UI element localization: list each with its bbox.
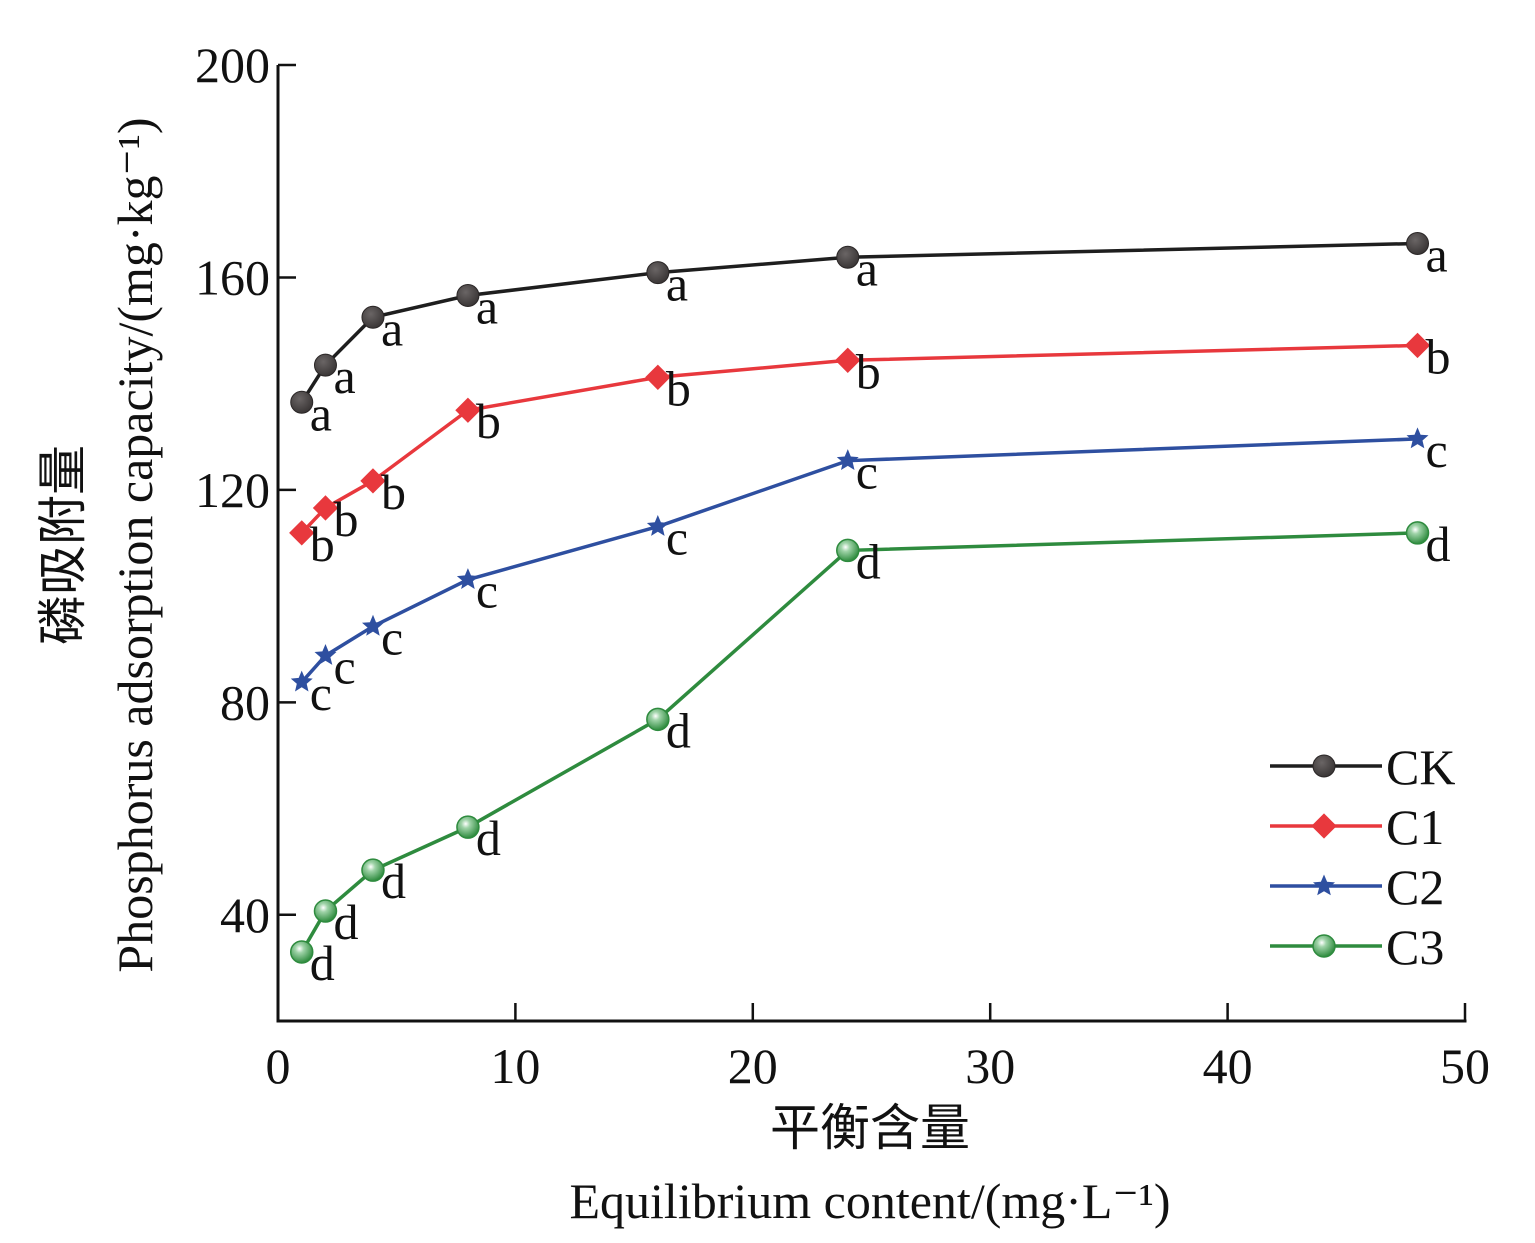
significance-label: c — [310, 665, 332, 721]
significance-label: b — [666, 360, 691, 416]
legend-marker — [1312, 934, 1336, 958]
x-tick-label: 20 — [728, 1038, 778, 1094]
data-point — [645, 364, 671, 390]
significance-label: a — [1426, 226, 1448, 282]
significance-label: a — [856, 240, 878, 296]
significance-label: c — [1426, 422, 1448, 478]
x-tick-label: 40 — [1203, 1038, 1253, 1094]
data-point — [361, 305, 385, 329]
y-tick-label: 200 — [195, 37, 270, 93]
data-point — [289, 520, 315, 546]
data-point — [314, 644, 337, 665]
legend-item-ck: CK — [1270, 739, 1455, 795]
data-point — [1405, 521, 1430, 545]
y-tick-label: 40 — [220, 887, 270, 943]
significance-label: c — [856, 444, 878, 500]
series-c1: bb bbb b b — [289, 328, 1451, 572]
significance-label: b — [333, 491, 358, 547]
data-point — [836, 538, 860, 563]
significance-label: d — [381, 853, 406, 909]
data-point — [835, 347, 861, 373]
data-point — [290, 670, 313, 692]
y-tick-label: 160 — [195, 249, 270, 305]
series-ck: aaa a a a a — [290, 226, 1448, 441]
x-tick-label: 50 — [1440, 1038, 1490, 1094]
data-point — [836, 245, 860, 269]
significance-label: d — [666, 702, 691, 758]
significance-label: b — [1426, 328, 1451, 384]
x-tick-label: 0 — [266, 1038, 291, 1094]
legend-item-c1: C1 — [1270, 799, 1444, 855]
data-point — [646, 515, 669, 536]
significance-label: c — [381, 609, 403, 665]
significance-label: d — [333, 894, 358, 950]
y-axis-title: Phosphorus adsorption capacity/(mg·kg⁻¹) — [107, 117, 163, 972]
significance-label: a — [666, 256, 688, 312]
y-tick-label: 80 — [220, 674, 270, 730]
data-point — [361, 858, 385, 882]
data-point — [313, 353, 337, 377]
data-point — [362, 614, 384, 636]
legend-label: C3 — [1386, 919, 1444, 975]
significance-label: c — [666, 510, 688, 566]
data-point — [456, 815, 480, 839]
data-point — [455, 397, 481, 423]
legend-marker — [1313, 874, 1335, 896]
significance-label: c — [476, 563, 498, 619]
significance-label: a — [310, 385, 332, 441]
significance-label: a — [333, 348, 355, 404]
significance-label: a — [381, 300, 403, 356]
legend-label: CK — [1386, 739, 1455, 795]
significance-label: d — [476, 810, 501, 866]
y-axis-title-cn: 磷吸附量 — [35, 445, 91, 645]
significance-label: b — [856, 343, 881, 399]
data-point — [456, 284, 480, 308]
data-point — [289, 940, 314, 964]
legend-item-c3: C3 — [1270, 919, 1444, 975]
legend-label: C1 — [1386, 799, 1444, 855]
data-point — [456, 568, 479, 589]
axes: 0 10 20 30 40 50 40 80 120 160 200 — [195, 37, 1490, 1094]
x-tick-label: 30 — [965, 1038, 1015, 1094]
y-tick-label: 120 — [195, 462, 270, 518]
significance-label: d — [310, 935, 335, 991]
x-tick-label: 10 — [490, 1038, 540, 1094]
data-point — [1406, 231, 1430, 255]
x-axis-title-cn: 平衡含量 — [770, 1100, 970, 1156]
legend-marker — [1311, 813, 1337, 839]
data-point — [836, 449, 859, 470]
data-point — [312, 495, 339, 521]
legend-label: C2 — [1386, 859, 1444, 915]
significance-label: d — [1426, 516, 1451, 572]
data-point — [1404, 332, 1431, 359]
significance-label: b — [381, 464, 406, 520]
significance-label: a — [476, 279, 498, 335]
significance-label: c — [333, 639, 355, 695]
data-point — [360, 468, 386, 494]
significance-label: b — [476, 393, 501, 449]
legend-item-c2: C2 — [1270, 859, 1444, 915]
data-point — [646, 707, 670, 732]
significance-label: b — [310, 516, 335, 572]
x-axis-title: Equilibrium content/(mg·L⁻¹) — [570, 1173, 1171, 1229]
data-point — [1406, 427, 1429, 449]
data-point — [646, 261, 670, 285]
significance-label: d — [856, 533, 881, 589]
data-point — [290, 390, 314, 414]
legend-marker — [1312, 754, 1336, 778]
data-point — [313, 899, 338, 923]
series-line-c3 — [300, 531, 1418, 953]
